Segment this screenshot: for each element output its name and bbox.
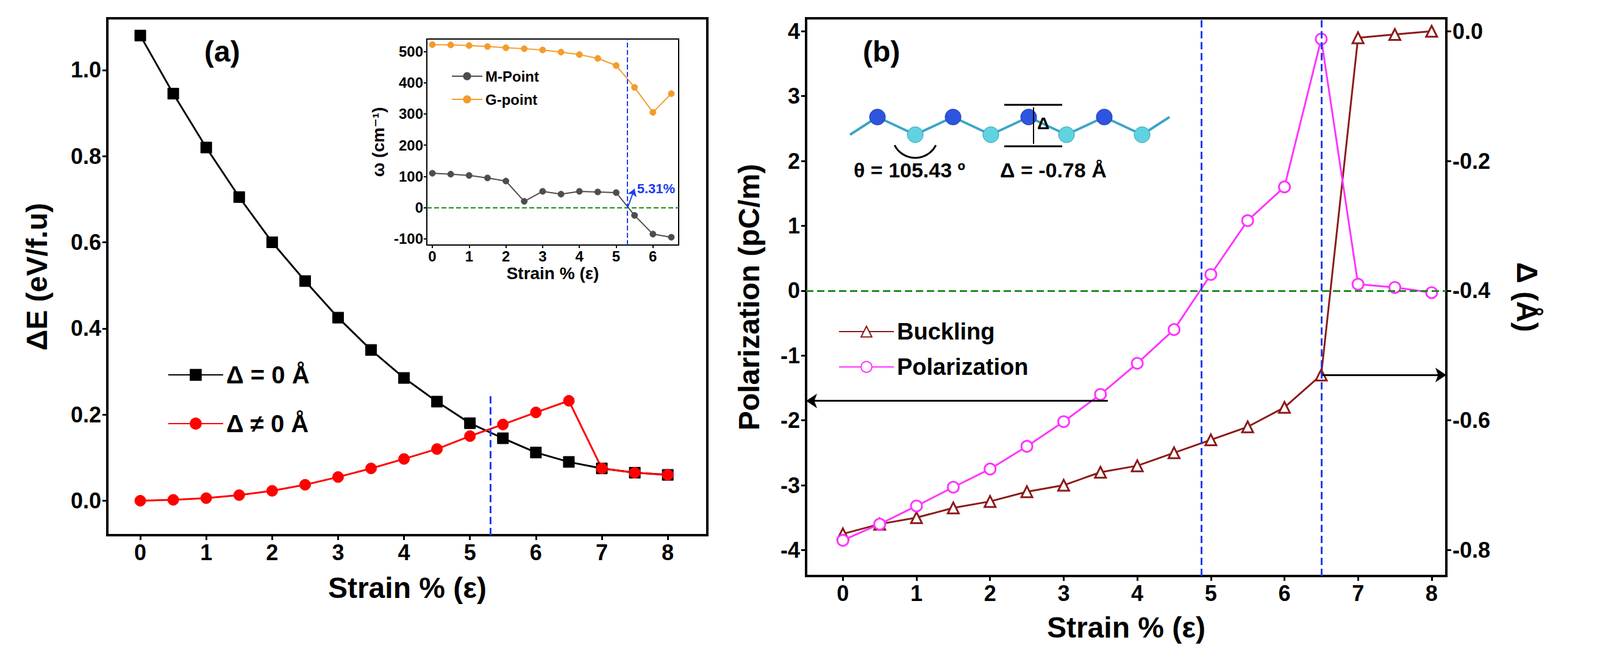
svg-text:1: 1 — [465, 248, 474, 265]
svg-text:2: 2 — [984, 581, 997, 607]
svg-text:7: 7 — [595, 540, 608, 566]
svg-text:5: 5 — [1204, 581, 1218, 607]
svg-text:-1: -1 — [780, 343, 800, 369]
svg-text:-0.2: -0.2 — [1452, 148, 1491, 174]
svg-text:-0.8: -0.8 — [1452, 537, 1491, 563]
svg-text:3: 3 — [331, 540, 344, 566]
svg-text:300: 300 — [398, 105, 424, 122]
svg-text:1: 1 — [787, 213, 800, 239]
svg-text:G-point: G-point — [485, 91, 538, 108]
svg-text:4: 4 — [1131, 581, 1144, 607]
svg-text:400: 400 — [398, 74, 424, 91]
svg-text:θ = 105.43 º: θ = 105.43 º — [853, 158, 966, 182]
svg-text:Δ (Å): Δ (Å) — [1510, 262, 1544, 332]
svg-text:200: 200 — [398, 137, 424, 154]
svg-text:Δ: Δ — [1037, 114, 1050, 133]
svg-text:4: 4 — [575, 248, 585, 265]
svg-text:-0.6: -0.6 — [1452, 407, 1491, 433]
svg-text:0.4: 0.4 — [70, 315, 102, 341]
svg-text:-4: -4 — [780, 537, 800, 563]
svg-text:6: 6 — [1278, 581, 1291, 607]
svg-text:M-Point: M-Point — [485, 68, 540, 85]
svg-text:0: 0 — [836, 581, 849, 607]
svg-text:5: 5 — [612, 248, 621, 265]
svg-text:1: 1 — [200, 540, 213, 566]
svg-text:Strain % (ε): Strain % (ε) — [328, 571, 487, 605]
svg-text:Polarization: Polarization — [896, 354, 1029, 380]
svg-text:8: 8 — [661, 540, 674, 566]
svg-text:Δ ≠ 0 Å: Δ ≠ 0 Å — [226, 410, 309, 438]
svg-text:Δ = 0 Å: Δ = 0 Å — [226, 361, 310, 389]
svg-text:Buckling: Buckling — [896, 318, 995, 345]
svg-text:Polarization (pC/m): Polarization (pC/m) — [732, 164, 766, 431]
svg-text:Strain % (ε): Strain % (ε) — [506, 264, 600, 283]
svg-text:-100: -100 — [393, 230, 424, 247]
svg-text:Δ = -0.78 Å: Δ = -0.78 Å — [1000, 158, 1107, 182]
svg-text:2: 2 — [501, 248, 510, 265]
svg-text:100: 100 — [398, 168, 424, 185]
svg-text:5.31%: 5.31% — [637, 181, 675, 197]
svg-text:0: 0 — [415, 199, 424, 216]
svg-text:0.0: 0.0 — [70, 488, 102, 514]
svg-text:(a): (a) — [204, 35, 241, 68]
svg-text:6: 6 — [648, 248, 657, 265]
svg-text:0: 0 — [428, 248, 436, 265]
svg-text:5: 5 — [464, 540, 477, 566]
svg-text:0.0: 0.0 — [1452, 18, 1483, 44]
svg-text:7: 7 — [1351, 581, 1365, 607]
svg-text:(b): (b) — [862, 35, 900, 68]
svg-text:6: 6 — [529, 540, 543, 566]
svg-text:2: 2 — [265, 540, 279, 566]
svg-text:3: 3 — [538, 248, 547, 265]
svg-text:0: 0 — [134, 540, 147, 566]
svg-text:8: 8 — [1425, 581, 1438, 607]
svg-text:0.8: 0.8 — [70, 143, 102, 169]
svg-text:1.0: 1.0 — [70, 57, 102, 83]
svg-text:-2: -2 — [780, 407, 800, 433]
svg-text:ω (cm⁻¹): ω (cm⁻¹) — [368, 107, 388, 178]
svg-text:0.6: 0.6 — [70, 229, 102, 255]
svg-text:500: 500 — [398, 43, 424, 60]
svg-text:1: 1 — [910, 581, 923, 607]
svg-text:-0.4: -0.4 — [1452, 278, 1491, 304]
svg-text:4: 4 — [787, 18, 800, 44]
svg-text:2: 2 — [787, 148, 800, 174]
svg-text:3: 3 — [787, 83, 800, 109]
svg-text:3: 3 — [1057, 581, 1070, 607]
svg-text:4: 4 — [398, 540, 411, 566]
svg-text:ΔE (eV/f.u): ΔE (eV/f.u) — [20, 203, 54, 352]
svg-text:0: 0 — [787, 278, 800, 304]
svg-text:Strain % (ε): Strain % (ε) — [1046, 611, 1206, 644]
svg-text:-3: -3 — [780, 473, 800, 499]
svg-text:0.2: 0.2 — [70, 402, 102, 428]
